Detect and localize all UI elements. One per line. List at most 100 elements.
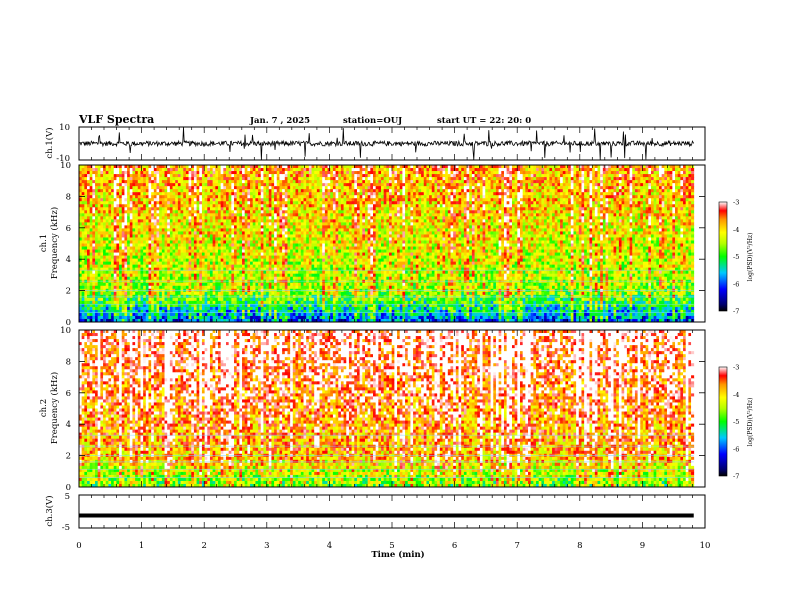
- spectrogram-cell: [108, 216, 112, 220]
- spectrogram-cell: [330, 168, 334, 172]
- spectrogram-cell: [84, 309, 88, 314]
- spectrogram-cell: [135, 171, 139, 175]
- spectrogram-cell: [236, 261, 240, 266]
- spectrogram-cell: [161, 267, 165, 272]
- spectrogram-cell: [236, 174, 240, 178]
- spectrogram-cell: [167, 204, 171, 208]
- spectrogram-cell: [292, 258, 296, 263]
- spectrogram-cell: [298, 225, 302, 229]
- spectrogram-cell: [199, 267, 203, 272]
- spectrogram-cell: [306, 228, 310, 232]
- spectrogram-cell: [97, 249, 101, 253]
- spectrogram-cell: [231, 246, 235, 250]
- spectrogram-cell: [255, 261, 259, 266]
- spectrogram-cell: [113, 309, 117, 314]
- spectrogram-cell: [217, 210, 222, 214]
- spectrogram-cell: [84, 264, 88, 269]
- spectrogram-cell: [327, 255, 331, 259]
- spectrogram-cell: [95, 168, 99, 172]
- spectrogram-cell: [276, 177, 280, 181]
- spectrogram-cell: [135, 243, 139, 247]
- spectrogram-cell: [156, 171, 160, 175]
- spectrogram-cell: [79, 204, 83, 208]
- spectrogram-cell: [263, 192, 267, 196]
- spectrogram-cell: [169, 306, 173, 311]
- spectrogram-cell: [108, 201, 112, 205]
- spectrogram-cell: [127, 309, 131, 314]
- spectrogram-cell: [100, 183, 104, 187]
- spectrogram-cell: [327, 303, 331, 308]
- spectrogram-cell: [239, 306, 243, 311]
- spectrogram-cell: [327, 198, 331, 202]
- spectrogram-cell: [185, 228, 189, 232]
- spectrogram-cell: [121, 177, 125, 181]
- spectrogram-cell: [97, 189, 101, 193]
- spectrogram-cell: [191, 234, 195, 238]
- spectrogram-cell: [79, 258, 83, 263]
- spectrogram-cell: [148, 165, 152, 169]
- spectrogram-cell: [188, 195, 192, 199]
- spectrogram-cell: [332, 267, 336, 272]
- spectrogram-cell: [324, 228, 328, 232]
- spectrogram-cell: [97, 216, 101, 220]
- spectrogram-cell: [271, 165, 275, 169]
- spectrogram-cell: [226, 228, 230, 232]
- spectrogram-cell: [137, 273, 141, 278]
- spectrogram-cell: [274, 306, 278, 311]
- spectrogram-cell: [116, 273, 120, 278]
- spectrogram-cell: [175, 303, 179, 308]
- spectrogram-cell: [129, 309, 133, 314]
- spectrogram-cell: [292, 270, 296, 275]
- spectrogram-cell: [113, 249, 117, 253]
- spectrogram-cell: [295, 285, 299, 290]
- spectrogram-cell: [223, 183, 227, 187]
- spectrogram-cell: [185, 309, 189, 314]
- spectrogram-cell: [108, 234, 112, 238]
- spectrogram-cell: [81, 285, 85, 290]
- spectrogram-cell: [188, 258, 192, 263]
- spectrogram-cell: [111, 225, 115, 229]
- spectrogram-cell: [324, 297, 328, 302]
- spectrogram-cell: [156, 225, 160, 229]
- spectrogram-cell: [300, 234, 304, 238]
- spectrogram-cell: [127, 192, 131, 196]
- spectrogram-cell: [156, 180, 160, 184]
- spectrogram-cell: [260, 177, 264, 181]
- spectrogram-cell: [79, 315, 83, 320]
- spectrogram-cell: [148, 270, 152, 275]
- spectrogram-cell: [92, 171, 96, 175]
- spectrogram-cell: [100, 303, 104, 308]
- spectrogram-cell: [84, 246, 88, 250]
- spectrogram-cell: [250, 216, 254, 220]
- spectrogram-cell: [300, 216, 304, 220]
- spectrogram-cell: [113, 207, 117, 211]
- spectrogram-cell: [151, 240, 155, 244]
- spectrogram-cell: [159, 300, 163, 305]
- spectrogram-cell: [300, 195, 304, 199]
- spectrogram-cell: [111, 198, 115, 202]
- spectrogram-cell: [226, 234, 230, 238]
- spectrogram-cell: [284, 285, 288, 290]
- spectrogram-cell: [220, 282, 224, 287]
- spectrogram-cell: [196, 249, 200, 253]
- spectrogram-cell: [164, 225, 168, 229]
- spectrogram-cell: [113, 213, 117, 217]
- spectrogram-cell: [89, 264, 93, 269]
- spectrogram-cell: [84, 240, 88, 244]
- spectrogram-cell: [234, 300, 238, 305]
- spectrogram-cell: [295, 207, 299, 211]
- spectrogram-cell: [247, 210, 251, 214]
- spectrogram-cell: [316, 249, 320, 253]
- spectrogram-cell: [156, 312, 160, 317]
- spectrogram-cell: [279, 186, 283, 190]
- spectrogram-cell: [199, 195, 203, 199]
- spectrogram-cell: [332, 294, 336, 299]
- spectrogram-cell: [89, 219, 93, 223]
- spectrogram-cell: [143, 276, 147, 281]
- spectrogram-cell: [215, 201, 219, 205]
- spectrogram-cell: [298, 222, 302, 226]
- spectrogram-cell: [169, 216, 173, 220]
- spectrogram-cell: [231, 285, 235, 290]
- spectrogram-cell: [183, 303, 187, 308]
- spectrogram-cell: [87, 273, 91, 278]
